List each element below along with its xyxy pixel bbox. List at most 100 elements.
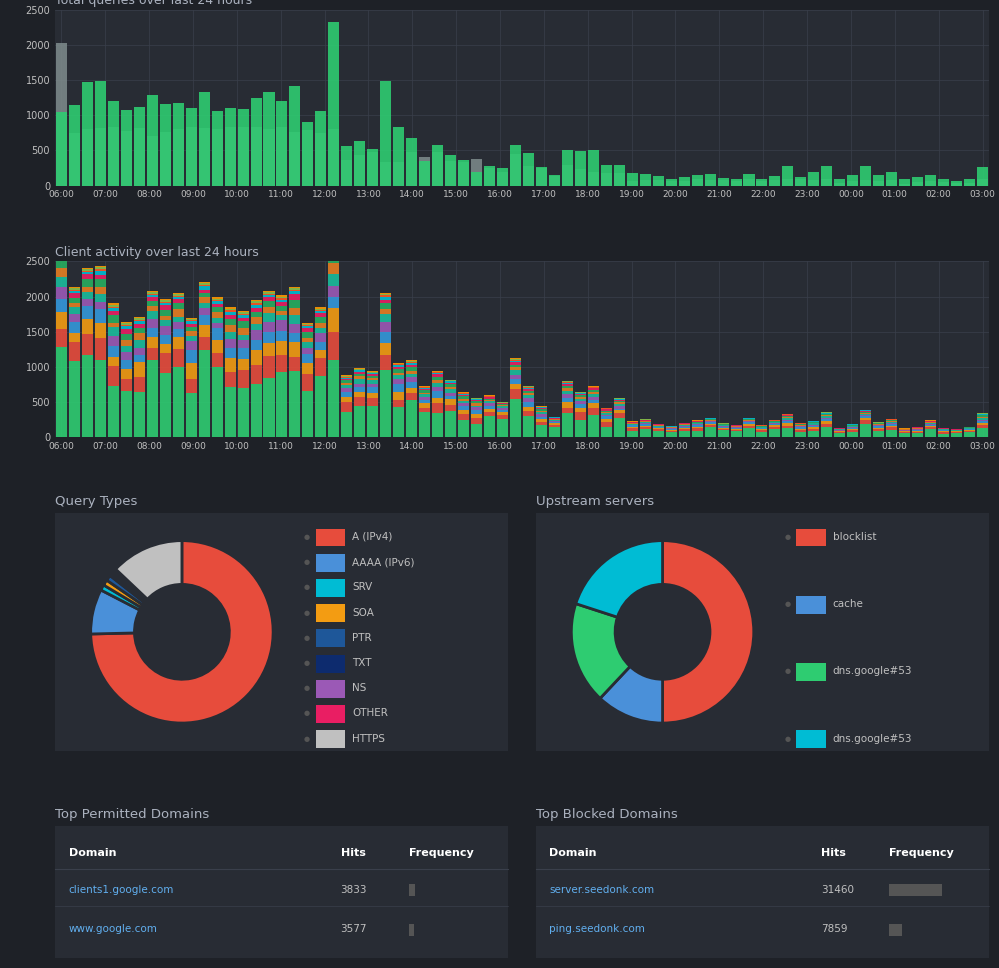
Bar [225,127,236,186]
Bar [433,379,444,383]
Bar [368,152,379,186]
Bar [186,324,197,327]
Bar [485,397,496,399]
Text: Frequency: Frequency [409,848,474,858]
Bar [355,407,366,438]
Bar [498,408,508,410]
Bar [535,421,546,425]
Bar [69,361,80,438]
Bar [121,323,132,324]
Bar [394,373,405,375]
Bar [121,369,132,379]
Bar [743,422,754,424]
Bar [134,333,145,340]
Bar [433,145,444,186]
Bar [678,429,689,431]
Bar [56,254,67,258]
Bar [626,428,637,431]
Bar [652,180,663,186]
Bar [600,173,611,186]
Bar [381,332,392,343]
Bar [212,298,223,300]
Bar [509,375,521,378]
Bar [678,181,689,186]
Bar [394,384,405,392]
Bar [691,424,702,425]
Bar [535,425,546,438]
Bar [355,140,366,186]
Bar [381,303,392,309]
Bar [522,389,534,391]
Bar [613,400,624,401]
Bar [56,44,67,186]
Bar [69,333,80,342]
Bar [264,92,275,186]
Bar [134,392,145,438]
Bar [743,428,754,438]
Bar [160,133,171,186]
Text: dns.google#53: dns.google#53 [832,734,912,743]
Bar [329,240,340,243]
Bar [303,354,314,363]
Bar [199,287,210,289]
Bar [56,111,67,186]
Bar [459,395,470,396]
Bar [795,426,806,427]
Text: OTHER: OTHER [352,709,388,718]
Bar [652,428,663,429]
Bar [925,175,936,186]
Bar [290,133,301,186]
Bar [212,318,223,322]
Bar [485,399,496,400]
Bar [225,332,236,340]
Bar [199,325,210,337]
Bar [394,375,405,378]
Bar [108,357,119,366]
Bar [69,303,80,307]
Bar [212,367,223,438]
Bar [639,424,650,426]
Bar [82,272,93,274]
Bar [199,316,210,325]
Bar [82,291,93,299]
Bar [121,347,132,352]
Text: Top Blocked Domains: Top Blocked Domains [535,808,677,821]
Bar [394,392,405,400]
Bar [548,422,559,423]
Bar [173,295,184,296]
Text: Hits: Hits [341,848,366,858]
Bar [600,411,611,413]
Bar [173,337,184,349]
Bar [121,321,132,323]
Bar [160,353,171,373]
Bar [756,431,767,432]
Bar [639,429,650,438]
Bar [186,336,197,342]
Bar [717,428,728,429]
Bar [303,363,314,375]
Bar [691,427,702,428]
Bar [535,166,546,186]
Bar [977,418,988,419]
Bar [147,290,158,291]
Bar [225,387,236,438]
Bar [121,352,132,359]
Text: ●: ● [304,610,310,616]
Bar [121,334,132,340]
Bar [889,924,902,936]
Bar [964,430,975,431]
Bar [782,423,793,426]
Bar [290,371,301,438]
Bar [808,426,819,427]
Bar [329,360,340,438]
Bar [134,327,145,333]
Bar [251,350,262,365]
Bar [56,241,67,243]
Bar [277,298,288,299]
Bar [121,391,132,438]
Bar [796,529,826,546]
Bar [108,307,119,308]
Bar [535,409,546,410]
Bar [498,419,508,438]
Bar [199,92,210,186]
